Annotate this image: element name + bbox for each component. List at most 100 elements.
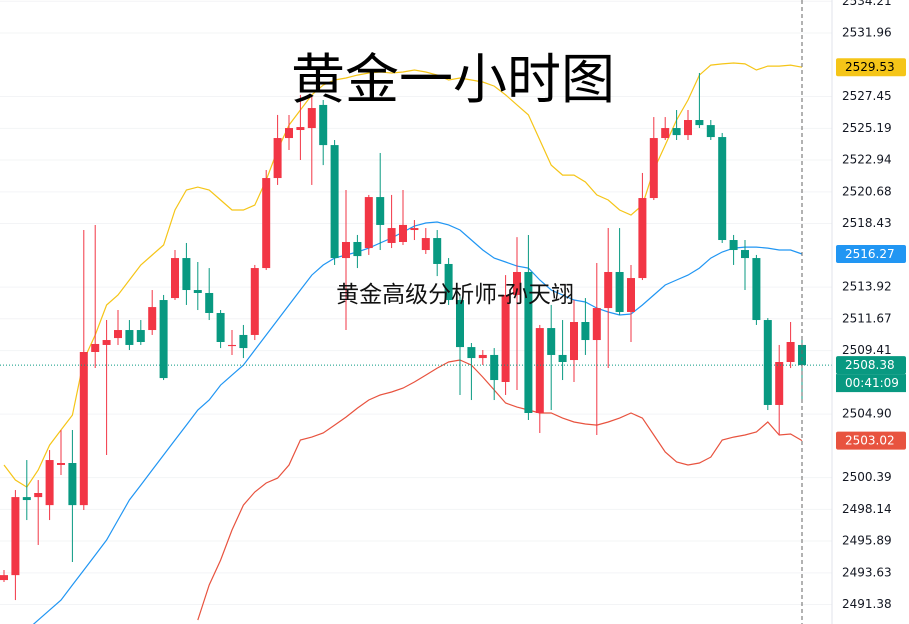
price-badge-label: 2516.27 (845, 247, 895, 261)
candle-body (775, 362, 784, 405)
chart-title: 黄金一小时图 (291, 48, 615, 111)
candle-body (798, 344, 806, 366)
candle-body (467, 347, 476, 359)
candle-body (513, 271, 521, 295)
candle-body (387, 228, 396, 243)
candle-body (171, 258, 179, 299)
candle-body (661, 128, 670, 139)
candle-body (193, 290, 202, 293)
countdown-label: 00:41:09 (845, 376, 899, 390)
y-tick-label: 2527.45 (842, 89, 892, 103)
candle-body (159, 300, 168, 379)
candle-body (604, 271, 613, 309)
grid (0, 0, 832, 606)
y-tick-label: 2504.90 (842, 407, 892, 421)
candle-body (592, 308, 601, 341)
price-badge (836, 356, 906, 375)
candle-body (433, 238, 442, 264)
candle-body (228, 344, 236, 347)
candle-body (57, 462, 65, 465)
candle-body (410, 228, 419, 231)
candle-body (285, 128, 293, 139)
y-tick-label: 2520.68 (842, 184, 892, 198)
price-badges: 2529.53 2516.27 2503.02 2508.38 00:41:09 (836, 58, 906, 450)
candle-body (250, 268, 259, 335)
candle-body (524, 271, 533, 413)
candle-body (342, 241, 350, 259)
y-axis: 2534.21 2531.96 2527.45 2525.19 2522.94 2520.… (842, 0, 892, 611)
candle-body (570, 322, 578, 361)
candle-body (741, 250, 749, 259)
countdown-badge (836, 374, 906, 393)
candle-body (535, 328, 544, 413)
candle-body (444, 263, 453, 301)
candle-body (558, 354, 567, 363)
y-tick-label: 2500.39 (842, 470, 892, 484)
y-tick-label: 2522.94 (842, 153, 892, 167)
candle-body (752, 258, 761, 321)
candle-body (296, 127, 305, 131)
candle-body (34, 493, 43, 498)
candle-body (376, 197, 385, 225)
candle-body (330, 145, 339, 259)
candle-body (45, 460, 54, 506)
candle-body (216, 312, 225, 343)
watermark: 黄金高级分析师-孙天翊 (336, 282, 574, 308)
candle-body (649, 138, 658, 199)
candle-body (547, 328, 556, 355)
candle-body (102, 340, 111, 345)
y-tick-label: 2498.14 (842, 502, 892, 516)
candle-body (478, 354, 487, 359)
candle-body (421, 238, 430, 251)
candle-body (695, 120, 704, 126)
candle-body (125, 330, 134, 345)
y-tick-label: 2495.89 (842, 534, 892, 548)
y-tick-label: 2525.19 (842, 121, 892, 135)
candle-body (399, 224, 407, 242)
candle-body (79, 352, 88, 506)
y-tick-label: 2531.96 (842, 25, 892, 39)
y-tick-label: 2491.38 (842, 597, 892, 611)
plot-area (0, 62, 832, 624)
candle-body (627, 278, 635, 312)
candle-body (615, 271, 624, 312)
candle-body (114, 330, 122, 339)
candle-body (0, 575, 8, 581)
y-tick-label: 2513.92 (842, 280, 892, 294)
candle-body (239, 334, 248, 349)
y-tick-label: 2511.67 (842, 311, 892, 325)
candle-body (672, 128, 681, 136)
candle-body (706, 125, 715, 138)
candle-body (729, 240, 738, 251)
price-badge (836, 58, 906, 77)
candle-body (581, 322, 590, 341)
candle-body (501, 294, 510, 383)
candle-body (638, 198, 647, 279)
price-badge-label: 2529.53 (845, 60, 895, 74)
candle-body (786, 342, 795, 363)
candle-body (68, 462, 77, 506)
candle-body (182, 258, 191, 291)
candle-body (319, 104, 328, 146)
price-badge-label: 2503.02 (845, 434, 895, 448)
y-tick-label: 2518.43 (842, 216, 892, 230)
candle-body (364, 197, 373, 249)
price-badge-label: 2508.38 (845, 358, 895, 372)
candle-body (136, 330, 145, 343)
candle-body (91, 343, 100, 353)
price-badge (836, 431, 906, 450)
candle-body (148, 307, 157, 331)
y-tick-label: 2509.41 (842, 343, 892, 357)
y-tick-label: 2493.63 (842, 565, 892, 579)
candle-body (490, 354, 499, 381)
candle-body (11, 497, 20, 576)
y-tick-label: 2534.21 (842, 0, 892, 8)
candle-body (307, 108, 316, 129)
band-line (197, 359, 803, 621)
candle-body (353, 241, 362, 257)
candle-body (205, 292, 214, 313)
candle-body (684, 120, 692, 136)
candle-body (22, 497, 31, 501)
candle-body (763, 320, 772, 405)
